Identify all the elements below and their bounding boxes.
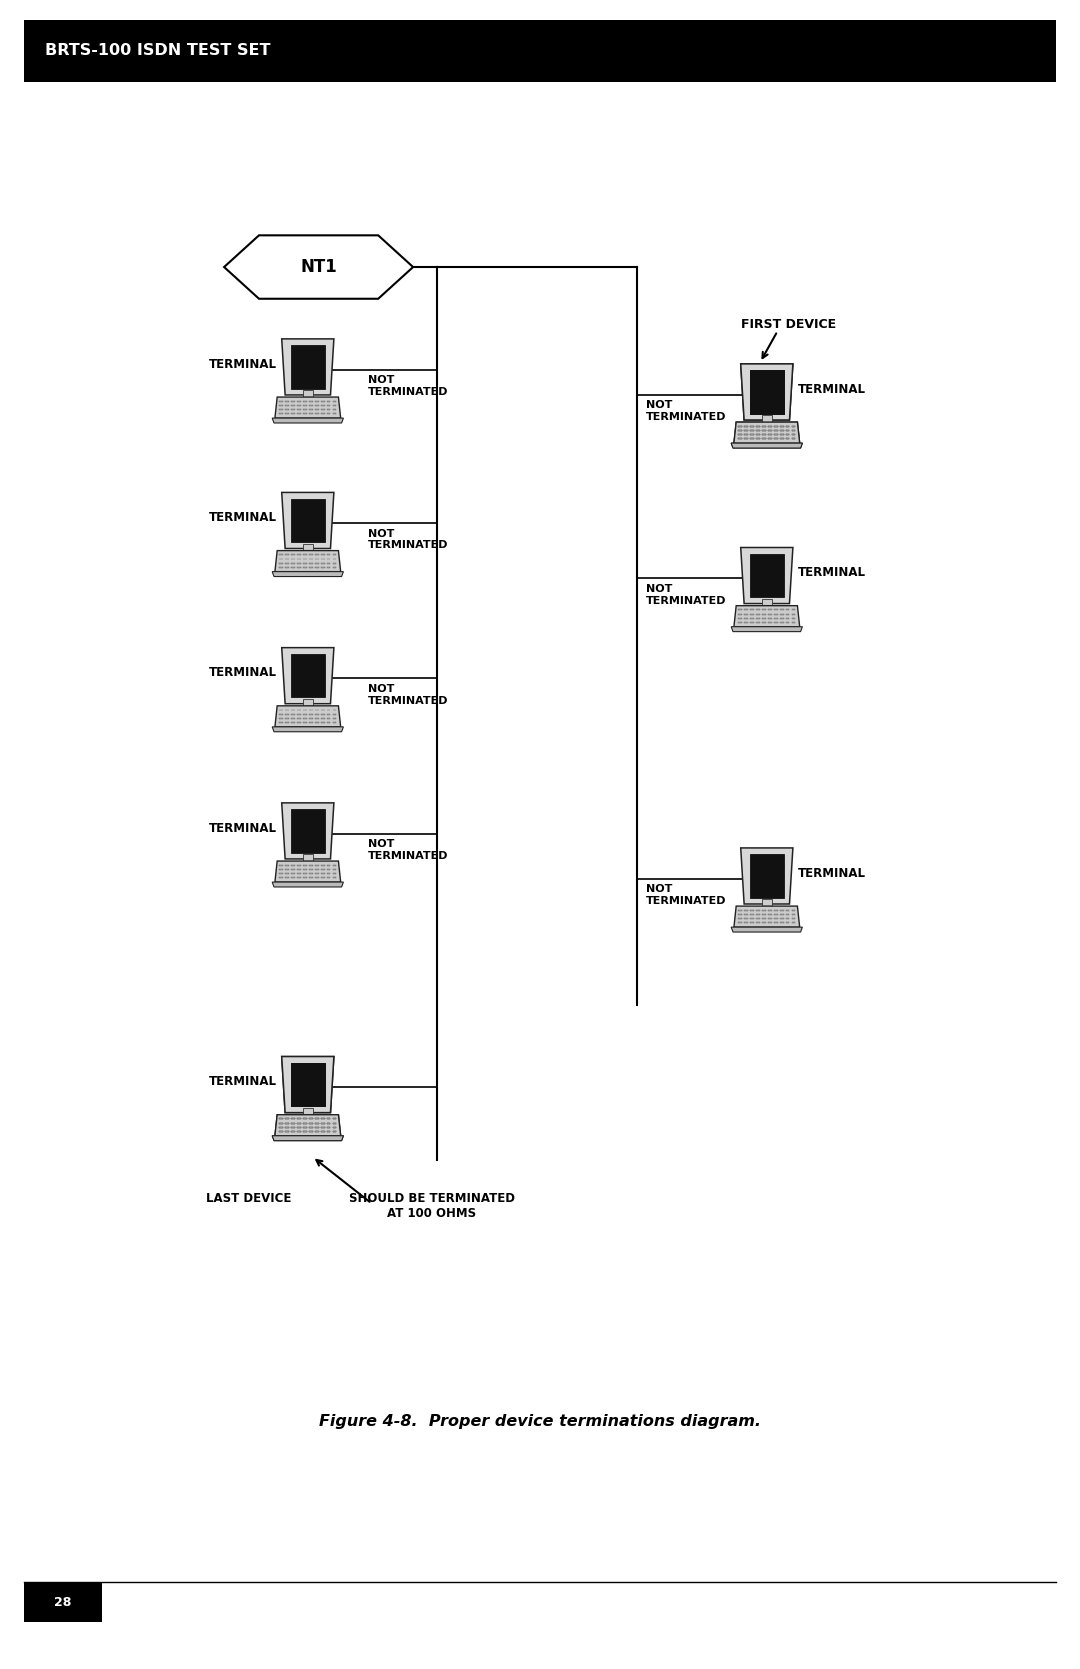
Text: NOT
TERMINATED: NOT TERMINATED [646,401,727,422]
Bar [761,416,772,422]
Polygon shape [734,422,799,442]
Text: BRTS-100 ISDN TEST SET: BRTS-100 ISDN TEST SET [45,43,271,58]
Polygon shape [734,906,799,928]
Polygon shape [272,1135,343,1140]
Text: NOT
TERMINATED: NOT TERMINATED [368,529,448,551]
Polygon shape [275,1115,340,1135]
Bar [291,1063,325,1107]
Text: NOT
TERMINATED: NOT TERMINATED [646,584,727,606]
Polygon shape [282,1056,334,1113]
Text: TERMINAL: TERMINAL [208,821,276,834]
Bar [750,371,784,414]
Polygon shape [272,881,343,886]
Polygon shape [741,848,793,905]
Bar [761,599,772,606]
Bar [302,699,313,706]
Text: 28: 28 [54,1596,71,1609]
Polygon shape [282,339,334,396]
Polygon shape [275,1115,340,1135]
Text: NT1: NT1 [300,259,337,275]
Bar [750,554,784,598]
Bar [302,1108,313,1115]
Text: NOT
TERMINATED: NOT TERMINATED [368,840,448,861]
Bar [750,855,784,898]
Polygon shape [731,442,802,447]
Polygon shape [282,648,334,704]
Bar [302,391,313,397]
Bar [302,1108,313,1115]
Polygon shape [731,442,802,447]
Text: TERMINAL: TERMINAL [208,666,276,679]
Polygon shape [731,928,802,931]
Polygon shape [272,571,343,576]
Text: NOT
TERMINATED: NOT TERMINATED [368,684,448,706]
Text: Figure 4-8.  Proper device terminations diagram.: Figure 4-8. Proper device terminations d… [319,1415,761,1429]
Polygon shape [275,397,340,417]
Polygon shape [741,547,793,604]
Polygon shape [275,706,340,728]
Text: TERMINAL: TERMINAL [798,382,866,396]
Bar [291,654,325,698]
Polygon shape [282,803,334,860]
Bar [291,809,325,853]
Text: TERMINAL: TERMINAL [798,566,866,579]
Polygon shape [272,1135,343,1140]
Text: TERMINAL: TERMINAL [798,866,866,880]
Bar [750,371,784,414]
Polygon shape [272,728,343,731]
Text: NOT
TERMINATED: NOT TERMINATED [368,376,448,397]
Bar [761,900,772,906]
Polygon shape [282,492,334,549]
Polygon shape [731,626,802,631]
Polygon shape [741,364,793,421]
FancyBboxPatch shape [24,20,1056,82]
Polygon shape [734,606,799,626]
Text: TERMINAL: TERMINAL [208,357,276,371]
Bar [291,499,325,542]
Polygon shape [734,422,799,442]
Bar [291,345,325,389]
Polygon shape [225,235,413,299]
Polygon shape [275,861,340,881]
Text: NOT
TERMINATED: NOT TERMINATED [646,885,727,906]
Text: TERMINAL: TERMINAL [208,1075,276,1088]
Polygon shape [741,364,793,421]
FancyBboxPatch shape [24,1582,102,1622]
Bar [291,1063,325,1107]
Text: TERMINAL: TERMINAL [208,511,276,524]
Bar [761,416,772,422]
Bar [302,544,313,551]
Polygon shape [272,417,343,422]
Polygon shape [282,1056,334,1113]
Bar [302,855,313,861]
Polygon shape [275,551,340,571]
Text: FIRST DEVICE: FIRST DEVICE [741,319,836,330]
Text: SHOULD BE TERMINATED
AT 100 OHMS: SHOULD BE TERMINATED AT 100 OHMS [349,1192,515,1220]
Text: LAST DEVICE: LAST DEVICE [205,1192,292,1205]
